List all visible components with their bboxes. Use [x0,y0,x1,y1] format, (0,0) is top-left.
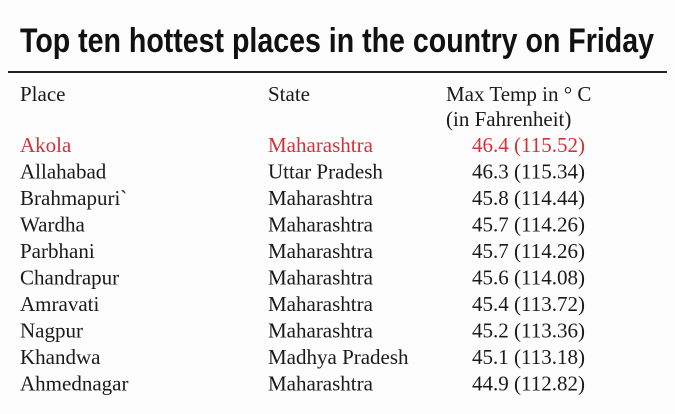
state-cell: Uttar Pradesh [268,160,383,184]
state-cell: Maharashtra [268,266,374,290]
place-cell: Akola [20,133,72,157]
place-cell: Wardha [20,213,85,237]
place-cell: Brahmapuri` [20,186,127,210]
temp-cell: 45.4 (113.72) [472,292,585,316]
header-place: Place [20,82,65,106]
state-cell: Maharashtra [268,186,374,210]
title: Top ten hottest places in the country on… [20,22,654,60]
state-cell: Maharashtra [268,372,374,396]
state-cell: Maharashtra [268,239,374,263]
place-cell: Khandwa [20,345,101,369]
state-cell: Maharashtra [268,319,374,343]
temp-cell: 46.4 (115.52) [472,133,585,157]
place-cell: Ahmednagar [20,372,128,396]
state-cell: Madhya Pradesh [268,345,409,369]
state-cell: Maharashtra [268,133,374,157]
header-temp: Max Temp in ° C [446,82,591,106]
temp-cell: 45.7 (114.26) [472,239,585,263]
temp-cell: 44.9 (112.82) [472,372,585,396]
place-cell: Parbhani [20,239,95,263]
state-cell: Maharashtra [268,213,374,237]
place-cell: Chandrapur [20,266,119,290]
place-cell: Allahabad [20,160,107,184]
temp-cell: 45.8 (114.44) [472,186,585,210]
header-temp-unit: (in Fahrenheit) [446,107,571,131]
temp-cell: 46.3 (115.34) [472,160,585,184]
temp-cell: 45.6 (114.08) [472,266,585,290]
place-cell: Amravati [20,292,99,316]
temp-cell: 45.1 (113.18) [472,345,585,369]
header-state: State [268,82,310,106]
place-cell: Nagpur [20,319,83,343]
state-cell: Maharashtra [268,292,374,316]
temp-cell: 45.2 (113.36) [472,319,585,343]
temp-cell: 45.7 (114.26) [472,213,585,237]
